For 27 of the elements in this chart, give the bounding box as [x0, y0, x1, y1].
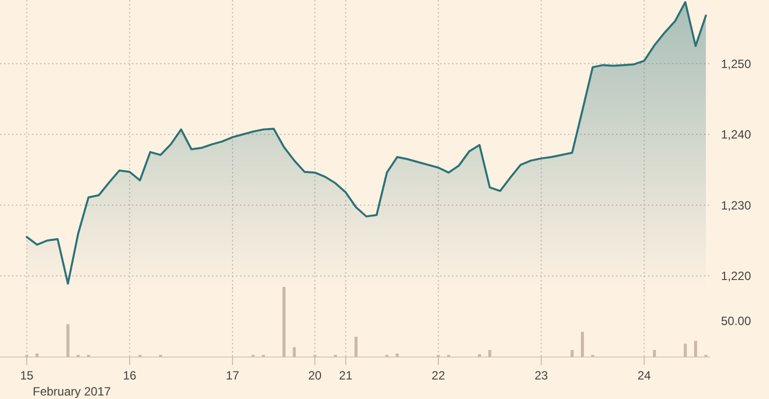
- bar: [282, 287, 286, 357]
- x-axis-title: February 2017: [32, 384, 112, 398]
- y-tick-label: 1,250: [720, 56, 752, 71]
- bar: [478, 354, 482, 357]
- bar: [570, 350, 574, 357]
- x-tick-label: 15: [20, 368, 34, 382]
- x-tick-label: 17: [226, 368, 240, 382]
- text: 50.00: [720, 314, 752, 328]
- bar: [652, 350, 656, 357]
- x-tick-label: 24: [637, 368, 652, 382]
- bar: [66, 324, 70, 357]
- x-tick-label: 21: [339, 368, 353, 382]
- x-tick-label: 16: [122, 368, 137, 382]
- bar: [694, 340, 698, 357]
- bar: [684, 344, 687, 357]
- bar: [396, 354, 399, 357]
- bar: [488, 350, 492, 357]
- bar: [354, 336, 358, 357]
- x-tick-label: 23: [534, 368, 548, 382]
- bar: [580, 332, 584, 357]
- y-tick-label: 1,230: [720, 198, 752, 212]
- y-tick-label: 1,220: [720, 269, 752, 284]
- bar: [36, 354, 39, 357]
- x-tick-label: 20: [308, 368, 322, 382]
- x-tick-label: 22: [432, 368, 446, 382]
- y-tick-label: 1,240: [720, 128, 752, 142]
- bar: [292, 347, 296, 357]
